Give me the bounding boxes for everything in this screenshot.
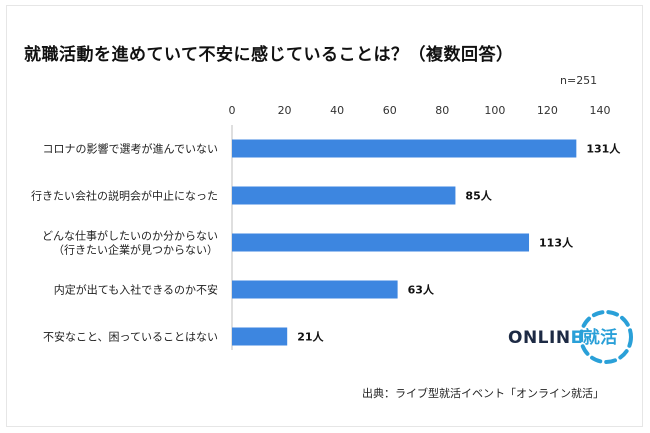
bar xyxy=(232,233,530,252)
category-label: 不安なこと、困っていることはない xyxy=(43,330,218,344)
bar-value-label: 131人 xyxy=(586,142,621,156)
x-tick-label: 0 xyxy=(229,104,236,117)
figure-frame xyxy=(6,5,643,427)
chart-title: 就職活動を進めていて不安に感じていることは？（複数回答） xyxy=(24,45,514,65)
x-tick-label: 120 xyxy=(537,104,558,117)
bar xyxy=(232,186,456,205)
bar-value-label: 63人 xyxy=(408,283,435,297)
x-tick-label: 80 xyxy=(435,104,449,117)
category-label: （行きたい企業が見つからない） xyxy=(53,243,218,257)
bar-value-label: 113人 xyxy=(539,236,574,250)
bar xyxy=(232,280,398,299)
bar xyxy=(232,327,288,346)
sample-size: n=251 xyxy=(560,74,598,87)
x-tick-label: 40 xyxy=(330,104,344,117)
dashed-ring-icon xyxy=(579,310,633,364)
x-tick-label: 100 xyxy=(484,104,505,117)
x-tick-label: 60 xyxy=(383,104,397,117)
bar xyxy=(232,139,577,158)
bar-value-label: 85人 xyxy=(465,189,492,203)
source-note: 出典：ライブ型就活イベント「オンライン就活」 xyxy=(362,387,604,400)
category-label: 内定が出ても入社できるのか不安 xyxy=(54,283,218,297)
logo-text-main: ONLIN xyxy=(508,328,571,348)
category-label: 行きたい会社の説明会が中止になった xyxy=(31,189,218,203)
online-shukatsu-logo: ONLINE就活 xyxy=(508,305,638,365)
x-tick-label: 140 xyxy=(590,104,611,117)
bar-value-label: 21人 xyxy=(297,330,324,344)
x-tick-label: 20 xyxy=(278,104,292,117)
category-label: コロナの影響で選考が進んでいない xyxy=(43,142,218,156)
category-label: どんな仕事がしたいのか分からない xyxy=(42,229,218,243)
